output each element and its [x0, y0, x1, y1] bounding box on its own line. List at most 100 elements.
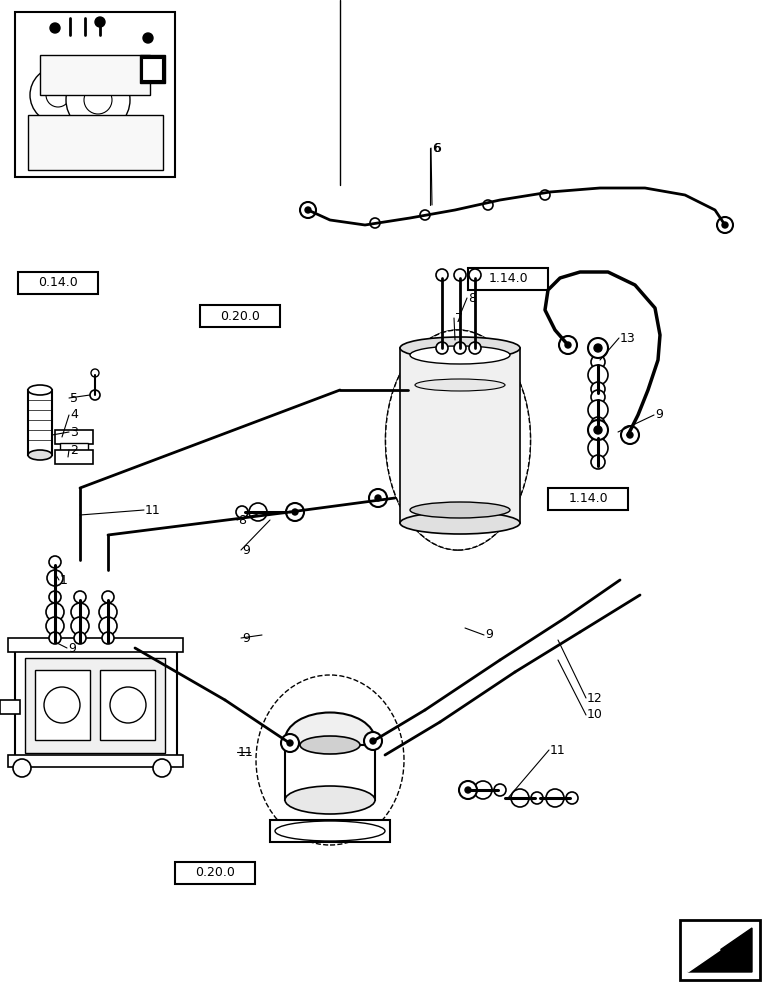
- Ellipse shape: [285, 712, 375, 768]
- Text: 11: 11: [145, 504, 161, 516]
- Bar: [18, 272, 98, 294]
- Ellipse shape: [28, 450, 52, 460]
- Circle shape: [588, 338, 608, 358]
- Circle shape: [591, 428, 605, 442]
- Circle shape: [281, 734, 299, 752]
- Ellipse shape: [285, 786, 375, 814]
- Text: 1.14.0: 1.14.0: [488, 272, 528, 286]
- Circle shape: [71, 603, 89, 621]
- Text: 10: 10: [587, 708, 603, 722]
- Circle shape: [47, 570, 63, 586]
- Circle shape: [483, 200, 493, 210]
- Circle shape: [540, 190, 550, 200]
- Circle shape: [436, 269, 448, 281]
- Circle shape: [236, 506, 248, 518]
- Circle shape: [287, 740, 293, 746]
- Circle shape: [546, 789, 564, 807]
- Bar: [0, 700, 20, 714]
- Text: 8: 8: [468, 292, 476, 304]
- Bar: [35, 670, 90, 740]
- Circle shape: [46, 617, 64, 635]
- Circle shape: [292, 509, 298, 515]
- Circle shape: [469, 342, 481, 354]
- Circle shape: [99, 617, 117, 635]
- Ellipse shape: [256, 675, 404, 845]
- Circle shape: [95, 17, 105, 27]
- Circle shape: [143, 33, 153, 43]
- Circle shape: [591, 390, 605, 404]
- Circle shape: [565, 342, 571, 348]
- Circle shape: [143, 60, 153, 70]
- Text: 9: 9: [242, 544, 250, 556]
- Text: 12: 12: [587, 692, 603, 704]
- Bar: [60, 443, 88, 451]
- Circle shape: [591, 382, 605, 396]
- Ellipse shape: [28, 385, 52, 395]
- Circle shape: [90, 390, 100, 400]
- Bar: [25, 658, 165, 753]
- Circle shape: [436, 342, 448, 354]
- Circle shape: [494, 784, 506, 796]
- Bar: [28, 115, 163, 170]
- Circle shape: [305, 207, 311, 213]
- Circle shape: [474, 781, 492, 799]
- Bar: [55, 450, 93, 464]
- Text: 3: 3: [70, 426, 78, 438]
- Ellipse shape: [415, 379, 505, 391]
- Polygon shape: [688, 928, 752, 972]
- Bar: [175, 862, 255, 884]
- Circle shape: [46, 83, 70, 107]
- Text: 7: 7: [455, 312, 463, 324]
- Bar: [270, 820, 390, 842]
- Text: 11: 11: [550, 744, 566, 756]
- Circle shape: [375, 495, 381, 501]
- Circle shape: [588, 365, 608, 385]
- Circle shape: [44, 687, 80, 723]
- Circle shape: [50, 23, 60, 33]
- Text: 0.20.0: 0.20.0: [195, 866, 235, 880]
- Bar: [15, 645, 177, 760]
- Text: 0.14.0: 0.14.0: [38, 276, 78, 290]
- Bar: [8, 638, 183, 652]
- Text: 9: 9: [485, 629, 493, 642]
- Circle shape: [591, 417, 605, 431]
- Bar: [142, 58, 162, 80]
- Bar: [100, 670, 155, 740]
- Circle shape: [74, 591, 86, 603]
- Text: 0.20.0: 0.20.0: [220, 310, 260, 322]
- Circle shape: [364, 732, 382, 750]
- Bar: [55, 430, 93, 444]
- Circle shape: [588, 420, 608, 440]
- Text: 11: 11: [238, 746, 254, 758]
- Circle shape: [102, 632, 114, 644]
- Ellipse shape: [400, 337, 520, 359]
- Ellipse shape: [410, 346, 510, 364]
- Circle shape: [46, 603, 64, 621]
- Circle shape: [369, 489, 387, 507]
- Circle shape: [627, 432, 633, 438]
- Circle shape: [74, 632, 86, 644]
- Circle shape: [588, 400, 608, 420]
- Text: 4: 4: [70, 408, 78, 422]
- Circle shape: [153, 759, 171, 777]
- Bar: [548, 488, 628, 510]
- Polygon shape: [688, 928, 720, 972]
- Text: 2: 2: [70, 444, 78, 456]
- Circle shape: [591, 455, 605, 469]
- Circle shape: [84, 86, 112, 114]
- Ellipse shape: [400, 512, 520, 534]
- Circle shape: [594, 344, 602, 352]
- Text: 8: 8: [238, 514, 246, 526]
- Circle shape: [511, 789, 529, 807]
- Bar: [285, 745, 375, 800]
- Circle shape: [49, 591, 61, 603]
- Circle shape: [300, 202, 316, 218]
- Ellipse shape: [386, 330, 531, 550]
- Circle shape: [30, 67, 86, 123]
- Circle shape: [717, 217, 733, 233]
- Circle shape: [102, 591, 114, 603]
- Ellipse shape: [410, 502, 510, 518]
- Text: 9: 9: [242, 632, 250, 645]
- Bar: [140, 55, 165, 83]
- Circle shape: [594, 426, 602, 434]
